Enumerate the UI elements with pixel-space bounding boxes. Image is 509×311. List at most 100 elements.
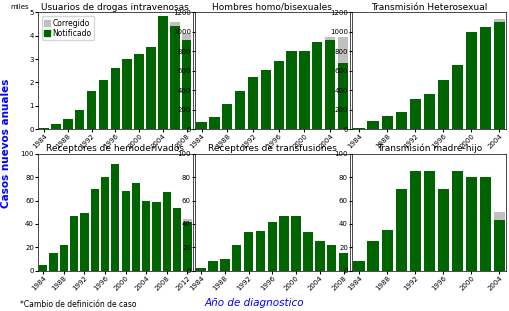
- Bar: [410, 99, 421, 129]
- Bar: [173, 208, 181, 271]
- Text: Casos nuevos anuales: Casos nuevos anuales: [1, 78, 11, 208]
- Bar: [196, 122, 207, 129]
- Bar: [110, 68, 120, 129]
- Bar: [132, 183, 140, 271]
- Bar: [99, 80, 108, 129]
- Bar: [87, 91, 96, 129]
- Bar: [480, 177, 491, 271]
- Bar: [244, 232, 253, 271]
- Bar: [63, 118, 73, 129]
- Text: *Cambio de definición de caso: *Cambio de definición de caso: [20, 300, 137, 309]
- Bar: [353, 128, 364, 129]
- Bar: [291, 216, 301, 271]
- Bar: [170, 22, 180, 129]
- Bar: [91, 189, 99, 271]
- Bar: [232, 245, 241, 271]
- Bar: [256, 231, 265, 271]
- Bar: [353, 128, 364, 129]
- Bar: [256, 231, 265, 271]
- Bar: [338, 37, 348, 129]
- Bar: [451, 171, 463, 271]
- Bar: [410, 171, 421, 271]
- Bar: [451, 65, 463, 129]
- Title: Transmisión Heterosexual: Transmisión Heterosexual: [371, 3, 488, 12]
- Bar: [353, 261, 364, 271]
- Bar: [367, 241, 379, 271]
- Bar: [70, 216, 78, 271]
- Bar: [196, 268, 206, 271]
- Bar: [132, 183, 140, 271]
- Bar: [51, 124, 61, 129]
- Bar: [395, 189, 407, 271]
- Bar: [327, 245, 336, 271]
- Bar: [451, 65, 463, 129]
- Bar: [123, 59, 132, 129]
- Bar: [438, 81, 449, 129]
- Bar: [268, 221, 277, 271]
- Bar: [494, 22, 505, 129]
- Bar: [39, 265, 47, 271]
- Bar: [494, 220, 505, 271]
- Bar: [183, 221, 191, 271]
- Bar: [274, 61, 284, 129]
- Bar: [146, 48, 156, 129]
- Bar: [268, 221, 277, 271]
- Bar: [466, 177, 477, 271]
- Bar: [134, 54, 144, 129]
- Bar: [325, 37, 335, 129]
- Bar: [494, 19, 505, 129]
- Bar: [312, 42, 323, 129]
- Bar: [163, 193, 171, 271]
- Bar: [410, 171, 421, 271]
- Bar: [80, 213, 89, 271]
- Bar: [122, 191, 130, 271]
- Bar: [382, 116, 393, 129]
- Bar: [91, 189, 99, 271]
- Bar: [49, 253, 58, 271]
- Bar: [235, 91, 245, 129]
- Bar: [182, 40, 191, 129]
- Bar: [338, 63, 348, 129]
- Bar: [244, 232, 253, 271]
- Bar: [75, 110, 84, 129]
- Bar: [182, 34, 191, 129]
- Bar: [382, 116, 393, 129]
- Bar: [367, 121, 379, 129]
- Legend: Corregido, Notificado: Corregido, Notificado: [42, 16, 94, 40]
- Bar: [142, 201, 150, 271]
- Bar: [395, 189, 407, 271]
- Bar: [196, 268, 206, 271]
- Bar: [209, 118, 219, 129]
- Bar: [60, 245, 68, 271]
- Bar: [173, 208, 181, 271]
- Bar: [101, 177, 109, 271]
- Bar: [183, 219, 191, 271]
- Bar: [235, 91, 245, 129]
- Bar: [122, 191, 130, 271]
- Bar: [99, 80, 108, 129]
- Bar: [438, 189, 449, 271]
- Bar: [327, 245, 336, 271]
- Bar: [312, 42, 323, 129]
- Bar: [101, 177, 109, 271]
- Title: Receptores de transfusiones: Receptores de transfusiones: [208, 144, 337, 153]
- Bar: [152, 202, 161, 271]
- Bar: [60, 245, 68, 271]
- Bar: [248, 77, 258, 129]
- Text: Año de diagnostico: Año de diagnostico: [205, 298, 304, 308]
- Title: Transmisión madre-hijo: Transmisión madre-hijo: [377, 144, 482, 153]
- Bar: [494, 212, 505, 271]
- Bar: [39, 128, 49, 129]
- Bar: [279, 216, 289, 271]
- Bar: [208, 261, 218, 271]
- Bar: [303, 232, 313, 271]
- Bar: [466, 177, 477, 271]
- Bar: [220, 259, 230, 271]
- Bar: [291, 216, 301, 271]
- Bar: [382, 230, 393, 271]
- Bar: [49, 253, 58, 271]
- Bar: [152, 202, 161, 271]
- Bar: [287, 51, 297, 129]
- Title: Usuarios de drogas intravenosas: Usuarios de drogas intravenosas: [42, 3, 189, 12]
- Bar: [87, 91, 96, 129]
